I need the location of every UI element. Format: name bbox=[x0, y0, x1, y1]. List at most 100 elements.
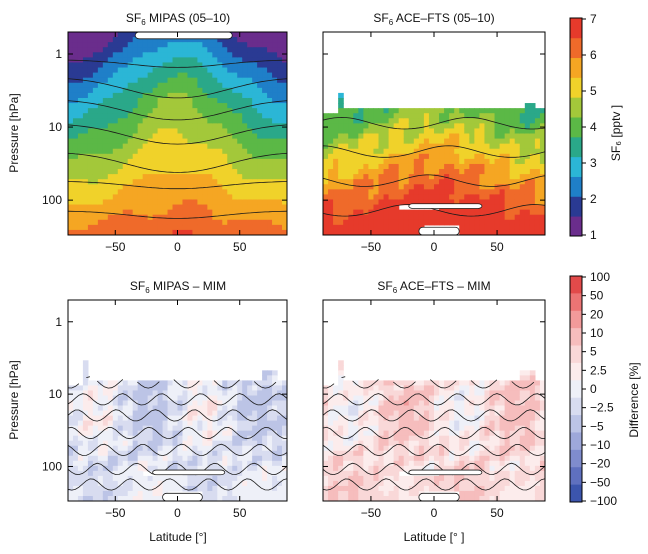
contour-cell bbox=[495, 431, 501, 437]
contour-cell bbox=[73, 184, 79, 190]
contour-cell bbox=[429, 113, 435, 119]
contour-cell bbox=[272, 42, 278, 48]
contour-cell bbox=[333, 486, 339, 492]
contour-cell bbox=[78, 159, 84, 165]
contour-cell bbox=[252, 62, 258, 68]
contour-cell bbox=[143, 210, 149, 216]
contour-cell bbox=[272, 491, 278, 497]
contour-cell bbox=[520, 461, 526, 467]
contour-cell bbox=[232, 88, 238, 94]
contour-cell bbox=[363, 451, 369, 457]
contour-cell bbox=[277, 390, 283, 396]
contour-cell bbox=[78, 103, 84, 109]
contour-cell bbox=[530, 205, 536, 211]
contour-cell bbox=[257, 406, 263, 412]
contour-cell bbox=[495, 194, 501, 200]
x-tick-label: 0 bbox=[174, 240, 181, 254]
panel-title-mipas-minus-mim: SF6 MIPAS – MIM bbox=[130, 279, 226, 295]
contour-cell bbox=[479, 421, 485, 427]
contour-cell bbox=[138, 466, 144, 472]
contour-cell bbox=[237, 225, 243, 231]
contour-cell bbox=[338, 220, 344, 226]
contour-cell bbox=[267, 174, 273, 180]
contour-cell bbox=[343, 215, 349, 221]
contour-cell bbox=[247, 139, 253, 145]
contour-cell bbox=[358, 179, 364, 185]
contour-cell bbox=[217, 174, 223, 180]
contour-cell bbox=[272, 401, 278, 407]
contour-cell bbox=[368, 441, 374, 447]
contour-cell bbox=[168, 401, 174, 407]
contour-cell bbox=[143, 215, 149, 221]
contour-cell bbox=[168, 481, 174, 487]
contour-cell bbox=[353, 154, 359, 160]
contour-cell bbox=[272, 194, 278, 200]
contour-cell bbox=[469, 491, 475, 497]
contour-cell bbox=[123, 385, 129, 391]
contour-cell bbox=[83, 421, 89, 427]
contour-cell bbox=[182, 174, 188, 180]
contour-cell bbox=[434, 139, 440, 145]
contour-cell bbox=[88, 134, 94, 140]
x-tick-label: −50 bbox=[361, 240, 382, 254]
contour-cell bbox=[202, 128, 208, 134]
contour-cell bbox=[363, 380, 369, 386]
contour-cell bbox=[182, 401, 188, 407]
contour-cell bbox=[128, 406, 134, 412]
contour-cell bbox=[490, 461, 496, 467]
contour-cell bbox=[368, 205, 374, 211]
contour-cell bbox=[444, 421, 450, 427]
contour-cell bbox=[267, 385, 273, 391]
contour-cell bbox=[394, 139, 400, 145]
contour-cell bbox=[525, 154, 531, 160]
y-tick-label: 100 bbox=[42, 193, 62, 207]
contour-cell bbox=[343, 491, 349, 497]
contour-cell bbox=[267, 210, 273, 216]
contour-cell bbox=[178, 78, 184, 84]
contour-cell bbox=[384, 401, 390, 407]
contour-cell bbox=[333, 225, 339, 231]
contour-cell bbox=[500, 169, 506, 175]
contour-cell bbox=[338, 103, 344, 109]
contour-cell bbox=[373, 159, 379, 165]
contour-cell bbox=[394, 159, 400, 165]
contour-cell bbox=[469, 159, 475, 165]
contour-cell bbox=[143, 225, 149, 231]
contour-cell bbox=[78, 73, 84, 79]
contour-cell bbox=[272, 225, 278, 231]
contour-cell bbox=[207, 42, 213, 48]
contour-cell bbox=[143, 174, 149, 180]
contour-cell bbox=[399, 395, 405, 401]
contour-cell bbox=[338, 139, 344, 145]
contour-cell bbox=[227, 123, 233, 129]
contour-cell bbox=[464, 179, 470, 185]
contour-cell bbox=[358, 431, 364, 437]
contour-cell bbox=[479, 108, 485, 114]
contour-cell bbox=[490, 164, 496, 170]
contour-cell bbox=[484, 128, 490, 134]
contour-cell bbox=[439, 401, 445, 407]
contour-cell bbox=[163, 441, 169, 447]
contour-cell bbox=[409, 184, 415, 190]
contour-cell bbox=[515, 169, 521, 175]
contour-cell bbox=[368, 395, 374, 401]
contour-cell bbox=[479, 174, 485, 180]
contour-cell bbox=[272, 370, 278, 376]
contour-cell bbox=[459, 481, 465, 487]
contour-cell bbox=[474, 164, 480, 170]
contour-cell bbox=[83, 149, 89, 155]
contour-cell bbox=[73, 128, 79, 134]
contour-cell bbox=[197, 134, 203, 140]
contour-cell bbox=[520, 215, 526, 221]
contour-cell bbox=[384, 154, 390, 160]
contour-cell bbox=[474, 390, 480, 396]
contour-cell bbox=[409, 154, 415, 160]
contour-cell bbox=[143, 461, 149, 467]
contour-cell bbox=[237, 154, 243, 160]
contour-cell bbox=[178, 395, 184, 401]
contour-cell bbox=[525, 118, 531, 124]
contour-cell bbox=[277, 184, 283, 190]
contour-cell bbox=[384, 194, 390, 200]
contour-cell bbox=[98, 481, 104, 487]
contour-cell bbox=[192, 205, 198, 211]
